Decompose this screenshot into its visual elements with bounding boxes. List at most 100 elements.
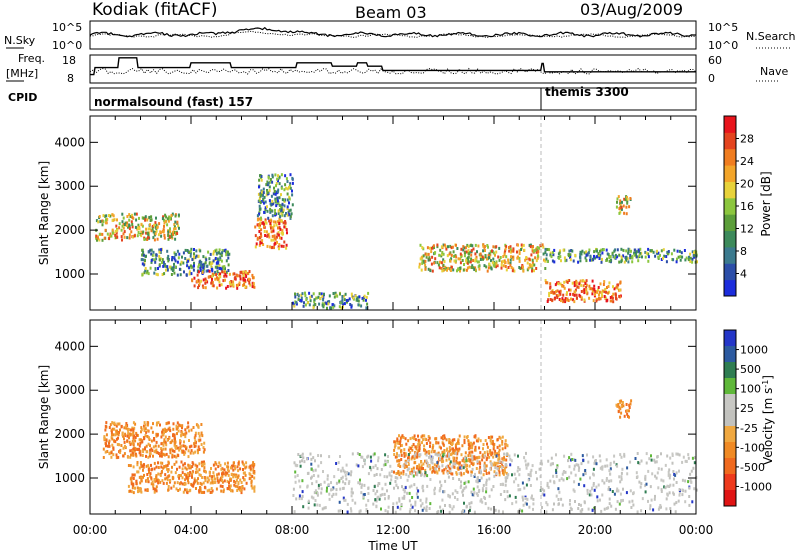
echo-cell	[174, 214, 177, 218]
echo-cell	[307, 506, 310, 510]
echo-cell	[462, 493, 464, 497]
echo-cell	[420, 467, 423, 471]
echo-cell	[462, 488, 465, 492]
echo-cell	[299, 460, 301, 464]
echo-cell	[425, 459, 428, 463]
echo-cell	[647, 252, 650, 256]
echo-cell	[440, 436, 443, 440]
echo-cell	[430, 460, 433, 464]
echo-cell	[471, 467, 474, 471]
echo-cell	[176, 467, 178, 471]
echo-cell	[127, 455, 130, 459]
echo-cell	[494, 262, 497, 266]
echo-cell	[443, 243, 446, 247]
echo-cell	[586, 492, 589, 495]
echo-cell	[146, 269, 149, 273]
echo-cell	[422, 489, 425, 493]
echo-cell	[506, 474, 509, 478]
echo-cell	[483, 451, 486, 455]
echo-cell	[423, 506, 426, 510]
echo-cell	[467, 439, 470, 443]
echo-cell	[465, 259, 468, 263]
freq-unit: [MHz]	[6, 67, 38, 80]
echo-cell	[457, 442, 460, 445]
echo-cell	[171, 258, 173, 262]
echo-cell	[154, 232, 157, 236]
echo-cell	[132, 482, 134, 486]
echo-cell	[598, 257, 601, 260]
echo-cell	[160, 234, 163, 238]
echo-cell	[425, 442, 428, 445]
echo-cell	[95, 236, 98, 240]
echo-cell	[459, 269, 461, 273]
echo-cell	[677, 255, 680, 259]
echo-cell	[458, 434, 461, 438]
echo-cell	[520, 246, 523, 250]
echo-cell	[178, 423, 181, 427]
echo-cell	[609, 296, 612, 299]
echo-cell	[424, 471, 427, 475]
echo-cell	[552, 462, 554, 466]
echo-cell	[455, 471, 458, 475]
echo-cell	[403, 451, 406, 455]
echo-cell	[150, 248, 153, 252]
echo-cell	[233, 461, 235, 465]
echo-cell	[374, 498, 377, 502]
echo-cell	[144, 267, 147, 270]
echo-cell	[410, 467, 413, 471]
echo-cell	[236, 485, 239, 489]
echo-cell	[470, 490, 473, 494]
echo-cell	[193, 276, 196, 280]
echo-cell	[462, 466, 465, 470]
echo-cell	[210, 267, 213, 271]
echo-cell	[294, 300, 297, 304]
echo-cell	[463, 486, 466, 490]
echo-cell	[132, 449, 135, 453]
echo-cell	[589, 254, 592, 258]
echo-cell	[268, 189, 271, 193]
echo-cell	[283, 204, 286, 208]
echo-cell	[112, 214, 115, 218]
echo-cell	[294, 475, 297, 479]
echo-cell	[603, 280, 606, 284]
echo-cell	[363, 493, 366, 496]
echo-cell	[146, 231, 149, 235]
echo-cell	[119, 448, 122, 452]
echo-cell	[453, 259, 456, 263]
echo-cell	[328, 492, 331, 496]
echo-cell	[532, 497, 535, 501]
echo-cell	[516, 256, 519, 260]
echo-cell	[168, 436, 171, 440]
echo-cell	[533, 269, 535, 273]
echo-cell	[335, 462, 338, 465]
echo-cell	[146, 218, 149, 222]
colorbar-segment	[724, 263, 736, 281]
y-tick-label: 4000	[54, 339, 85, 353]
echo-cell	[621, 467, 624, 471]
echo-cell	[153, 437, 155, 440]
echo-cell	[475, 467, 478, 470]
echo-cell	[348, 480, 351, 484]
echo-cell	[603, 295, 606, 298]
echo-cell	[279, 215, 282, 219]
echo-cell	[400, 449, 403, 453]
echo-cell	[505, 255, 508, 259]
echo-cell	[410, 472, 413, 476]
echo-cell	[574, 500, 576, 503]
echo-cell	[139, 449, 142, 453]
echo-cell	[173, 225, 176, 229]
echo-cell	[202, 278, 205, 282]
echo-cell	[128, 236, 131, 240]
echo-cell	[146, 421, 149, 424]
echo-cell	[288, 209, 291, 213]
echo-cell	[467, 260, 470, 264]
echo-cell	[372, 502, 375, 506]
echo-cell	[142, 448, 145, 452]
echo-cell	[531, 249, 534, 253]
echo-cell	[638, 480, 641, 484]
echo-cell	[591, 289, 594, 293]
echo-cell	[602, 248, 605, 252]
echo-cell	[110, 451, 113, 455]
echo-cell	[605, 477, 608, 480]
echo-cell	[617, 283, 620, 287]
